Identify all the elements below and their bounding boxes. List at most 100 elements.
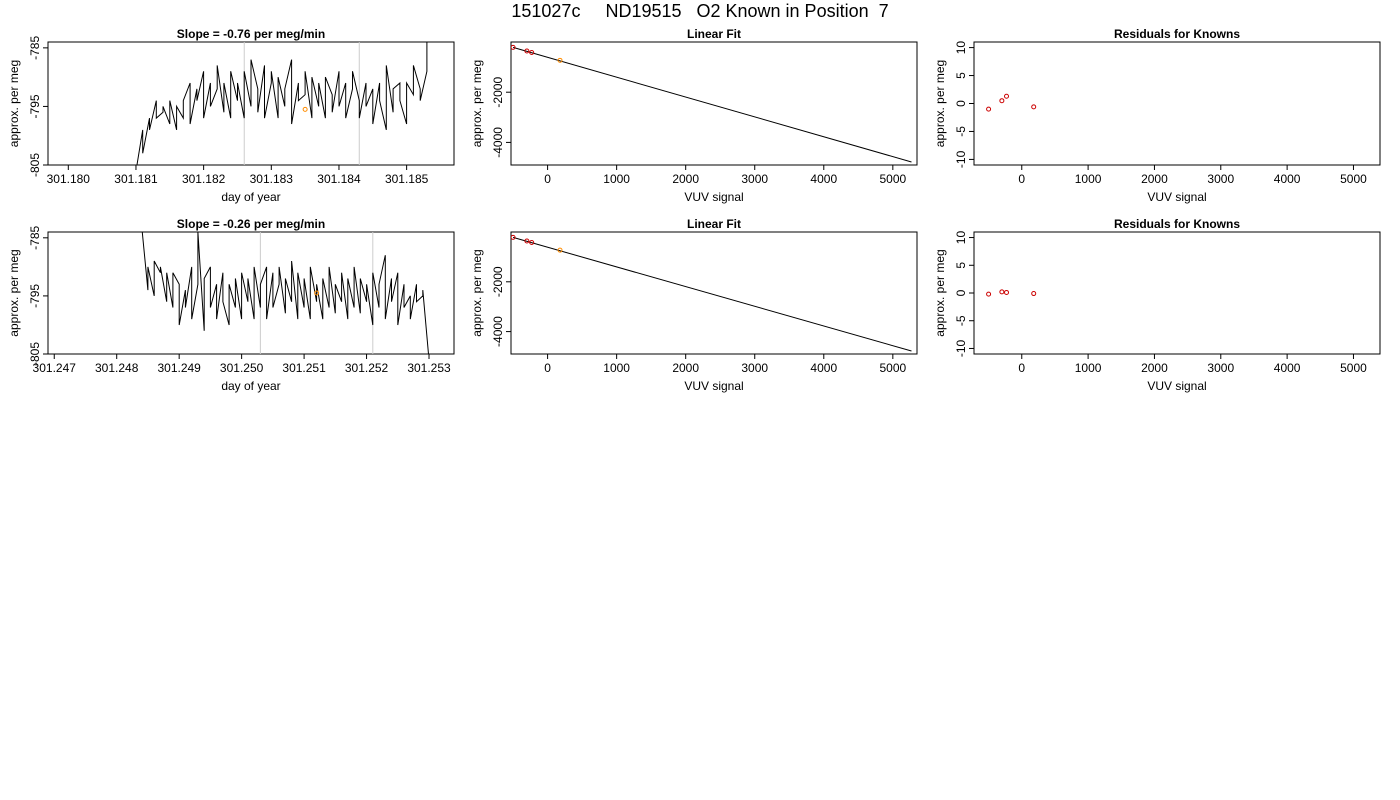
- x-tick-label: 3000: [741, 361, 768, 375]
- y-tick-label: -795: [28, 94, 42, 118]
- mean-marker: [302, 106, 308, 112]
- signal-trace: [141, 232, 429, 354]
- chart-title: Residuals for Knowns: [1114, 217, 1240, 231]
- x-tick-label: 2000: [672, 172, 699, 186]
- signal-trace: [136, 42, 428, 165]
- plot-frame: [510, 231, 918, 355]
- known-point: [1031, 104, 1037, 110]
- known-point: [986, 291, 992, 297]
- y-tick-label: -805: [28, 153, 42, 177]
- known-point: [529, 50, 535, 56]
- x-tick-label: 3000: [1207, 361, 1234, 375]
- x-tick-label: 0: [544, 172, 551, 186]
- y-tick-label: 0: [954, 289, 968, 296]
- known-point: [524, 48, 530, 54]
- chart-panel-5: Linear Fit VUV signal approx. per meg 0 1000…: [470, 217, 918, 393]
- plot-data: [141, 232, 429, 354]
- plot-data: [986, 289, 1037, 297]
- x-tick-label: 301.249: [157, 361, 201, 375]
- sample-point: [557, 247, 563, 253]
- x-tick-label: 0: [1018, 361, 1025, 375]
- y-tick-label: -10: [954, 150, 968, 168]
- known-point: [999, 289, 1005, 295]
- x-tick-label: 4000: [1274, 172, 1301, 186]
- x-tick-label: 301.181: [114, 172, 158, 186]
- chart-title: Residuals for Knowns: [1114, 27, 1240, 41]
- x-tick-label: 2000: [1141, 361, 1168, 375]
- x-tick-label: 1000: [603, 361, 630, 375]
- y-axis-label: approx. per meg: [7, 60, 21, 147]
- chart-panel-4: Slope = -0.26 per meg/min day of year appr…: [7, 217, 455, 393]
- chart-panel-6: Residuals for Knowns VUV signal approx. pe…: [933, 217, 1381, 393]
- x-tick-label: 301.248: [95, 361, 139, 375]
- sample-point: [557, 57, 563, 63]
- x-tick-label: 4000: [1274, 361, 1301, 375]
- y-tick-label: 0: [954, 100, 968, 107]
- known-point: [986, 106, 992, 112]
- x-tick-label: 4000: [810, 172, 837, 186]
- x-tick-label: 3000: [1207, 172, 1234, 186]
- y-tick-label: -785: [28, 36, 42, 60]
- y-axis-label: approx. per meg: [470, 249, 484, 336]
- x-tick-label: 4000: [810, 361, 837, 375]
- x-tick-label: 301.182: [182, 172, 226, 186]
- y-tick-label: -2000: [491, 266, 505, 297]
- known-point: [1031, 291, 1037, 297]
- fit-line: [512, 236, 912, 352]
- x-tick-label: 5000: [879, 172, 906, 186]
- y-tick-label: 10: [954, 231, 968, 245]
- y-tick-label: -795: [28, 284, 42, 308]
- known-point: [511, 234, 516, 240]
- x-tick-label: 2000: [1141, 172, 1168, 186]
- plot-data: [511, 234, 912, 352]
- x-axis-label: VUV signal: [684, 190, 743, 204]
- chart-title: Linear Fit: [687, 217, 741, 231]
- y-tick-label: -785: [28, 225, 42, 249]
- chart-panel-3: Residuals for Knowns VUV signal approx. pe…: [933, 27, 1381, 204]
- page-title: 151027c ND19515 O2 Known in Position 7: [511, 1, 889, 21]
- chart-panel-2: Linear Fit VUV signal approx. per meg 0 1000…: [470, 27, 918, 204]
- plot-data: [136, 42, 428, 165]
- mean-marker: [314, 290, 320, 296]
- y-tick-label: -4000: [491, 316, 505, 347]
- x-tick-label: 301.183: [250, 172, 294, 186]
- plot-frame: [47, 41, 455, 166]
- y-tick-label: 5: [954, 72, 968, 79]
- y-axis-label: approx. per meg: [7, 249, 21, 336]
- known-point: [524, 238, 530, 244]
- x-tick-label: 5000: [1340, 361, 1367, 375]
- x-tick-label: 3000: [741, 172, 768, 186]
- known-point: [1004, 93, 1010, 99]
- x-tick-label: 0: [544, 361, 551, 375]
- y-axis-label: approx. per meg: [933, 60, 947, 147]
- x-tick-label: 301.252: [345, 361, 389, 375]
- plot-frame: [47, 231, 455, 355]
- x-tick-label: 301.247: [33, 361, 77, 375]
- x-tick-label: 1000: [1075, 172, 1102, 186]
- x-tick-label: 5000: [1340, 172, 1367, 186]
- x-tick-label: 301.180: [47, 172, 91, 186]
- plot-frame: [973, 41, 1381, 166]
- known-point: [999, 98, 1005, 104]
- known-point: [1004, 289, 1010, 295]
- x-axis-label: VUV signal: [684, 379, 743, 393]
- chart-title: Linear Fit: [687, 27, 741, 41]
- fit-line: [512, 46, 912, 163]
- x-tick-label: 301.253: [407, 361, 451, 375]
- x-tick-label: 1000: [603, 172, 630, 186]
- y-tick-label: -10: [954, 339, 968, 357]
- x-tick-label: 301.250: [220, 361, 264, 375]
- x-axis-label: day of year: [221, 190, 280, 204]
- y-axis-label: approx. per meg: [470, 60, 484, 147]
- x-tick-label: 5000: [879, 361, 906, 375]
- chart-panel-1: Slope = -0.76 per meg/min day of year appr…: [7, 27, 455, 204]
- x-axis-label: VUV signal: [1147, 379, 1206, 393]
- y-tick-label: -805: [28, 342, 42, 366]
- y-axis-label: approx. per meg: [933, 249, 947, 336]
- x-tick-label: 301.184: [317, 172, 361, 186]
- x-axis-label: VUV signal: [1147, 190, 1206, 204]
- known-point: [529, 239, 535, 245]
- y-tick-label: -5: [954, 126, 968, 137]
- y-tick-label: 5: [954, 262, 968, 269]
